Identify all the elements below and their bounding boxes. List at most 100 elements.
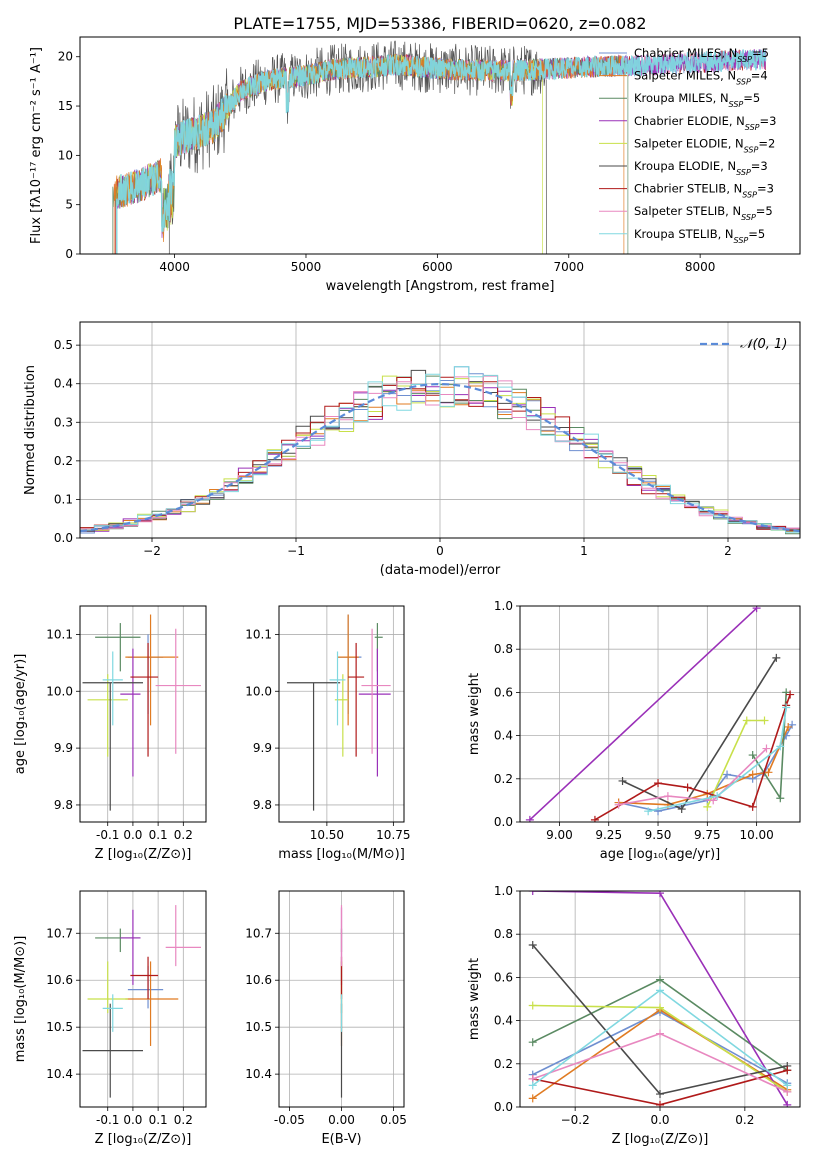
x-tick-label: 0.1 [149,1113,168,1127]
x-axis-label: (data-model)/error [380,563,501,578]
normal-curve [80,382,800,533]
x-tick-label: -0.05 [274,1113,305,1127]
x-tick-label: 9.25 [595,828,622,842]
x-tick-label: 0.2 [735,1113,754,1127]
legend-entry: Salpeter MILES, NSSP=4 [634,69,768,87]
weight-series-4 [525,606,761,822]
x-axis-label: mass [log₁₀(M/M⊙)] [278,847,405,862]
legend-entry: Kroupa ELODIE, NSSP=3 [634,159,768,177]
y-axis-label: Flux [fλ10⁻¹⁷ erg cm⁻² s⁻¹ A⁻¹] [29,47,44,244]
weight-marker [762,744,771,753]
weight-marker [663,792,672,801]
y-axis-label: mass weight [467,673,482,755]
x-tick-label: -0.1 [96,828,119,842]
y-tick-label: 9.9 [253,741,272,755]
x-tick-label: 2 [724,544,732,558]
weight-marker [614,800,623,809]
weight-vs-age-plot-area [525,606,797,822]
x-tick-label: 10.50 [310,828,344,842]
legend-entry: Chabrier STELIB, NSSP=3 [634,182,774,200]
weight-vs-Z-plot-area [528,891,792,1107]
x-tick-label: −1 [287,544,305,558]
weight-marker [528,1094,537,1103]
x-tick-label: -0.1 [96,1113,119,1127]
y-tick-label: 10.5 [46,1020,73,1034]
error-bar-point [87,674,128,757]
y-tick-label: 0.6 [494,685,513,699]
weight-marker [772,653,781,662]
weight-marker [764,768,773,777]
error-bar-point [130,642,159,757]
y-tick-label: 10.5 [245,1020,272,1034]
x-tick-label: 10.75 [376,828,410,842]
weight-line [529,607,758,821]
plot-frame [79,36,801,255]
y-tick-label: 1.0 [494,884,513,898]
error-bar-point [102,994,123,1032]
error-bar-point [87,961,128,1014]
plot-frame [519,605,801,823]
mass-vs-Z-panel: -0.1 0.0 0.1 0.2 10.4 10.5 10.6 10.7 Z [log₁₀(Z/… [13,890,207,1147]
x-axis-label: Z [log₁₀(Z/Z⊙)] [612,1132,709,1147]
weight-marker [776,742,785,751]
x-axis-label: E(B-V) [321,1132,361,1147]
legend-entry: Chabrier ELODIE, NSSP=3 [634,114,776,132]
weight-marker [748,751,757,760]
weight-series-6 [618,653,781,814]
error-bar-point [374,623,383,672]
y-axis-label: age [log₁₀(age/yr)] [13,654,28,775]
y-tick-label: 1.0 [494,599,513,613]
weight-marker [525,815,534,822]
y-tick-label: 10.4 [245,1067,272,1081]
weight-marker [784,722,793,731]
y-tick-label: 10.7 [46,926,73,940]
error-bar-point [120,909,141,985]
y-tick-label: 0.2 [54,454,73,468]
weight-vs-age-panel: 9.00 9.25 9.50 9.75 10.00 0.0 0.2 0.4 0.6 0.8 1.0 a… [467,599,801,862]
weight-marker [656,1003,664,1012]
weight-marker [782,688,791,697]
y-tick-label: 0.2 [494,772,513,786]
y-tick-label: 10.6 [245,973,272,987]
error-bar-point [361,628,391,754]
weight-line [594,694,791,821]
error-bar-point [337,614,362,714]
weight-marker [752,606,761,613]
legend-entry: Salpeter ELODIE, NSSP=2 [634,136,775,154]
weight-marker [760,716,769,725]
figure-title: PLATE=1755, MJD=53386, FIBERID=0620, z=0… [233,14,646,33]
weight-marker [783,1081,792,1090]
error-bar-point [95,623,141,672]
y-tick-label: 0.8 [494,927,513,941]
weight-marker [590,815,599,822]
y-tick-label: 0 [65,247,73,261]
error-bar-point [358,648,391,777]
spectrum-plot-area [112,40,767,254]
y-tick-label: 0.5 [54,338,73,352]
weight-series-9 [644,703,791,816]
weight-marker [677,805,686,814]
weight-series-8 [528,1029,792,1096]
weight-series-4 [528,891,792,1107]
weight-series-7 [590,690,795,822]
x-tick-label: 0 [436,544,444,558]
weight-series-5 [703,716,769,811]
x-tick-label: 0.2 [174,828,193,842]
y-tick-label: 10.1 [245,627,272,641]
spectrum-line-2 [113,54,625,254]
x-tick-label: 9.00 [546,828,573,842]
weight-marker [703,802,712,811]
y-tick-label: 9.8 [54,798,73,812]
error-bar-point [329,651,346,726]
y-tick-label: 0.0 [494,815,513,829]
error-bar-point [334,674,349,757]
weight-marker [723,770,732,779]
y-tick-label: 10.1 [46,627,73,641]
error-bar-point [125,614,179,726]
y-tick-label: 10.4 [46,1067,73,1081]
x-tick-label: 6000 [422,260,453,274]
y-tick-label: 0.6 [494,970,513,984]
spectrum-panel: 4000 5000 6000 7000 8000 0 5 10 15 20 wavelength [… [29,36,801,294]
weight-marker [656,891,664,898]
